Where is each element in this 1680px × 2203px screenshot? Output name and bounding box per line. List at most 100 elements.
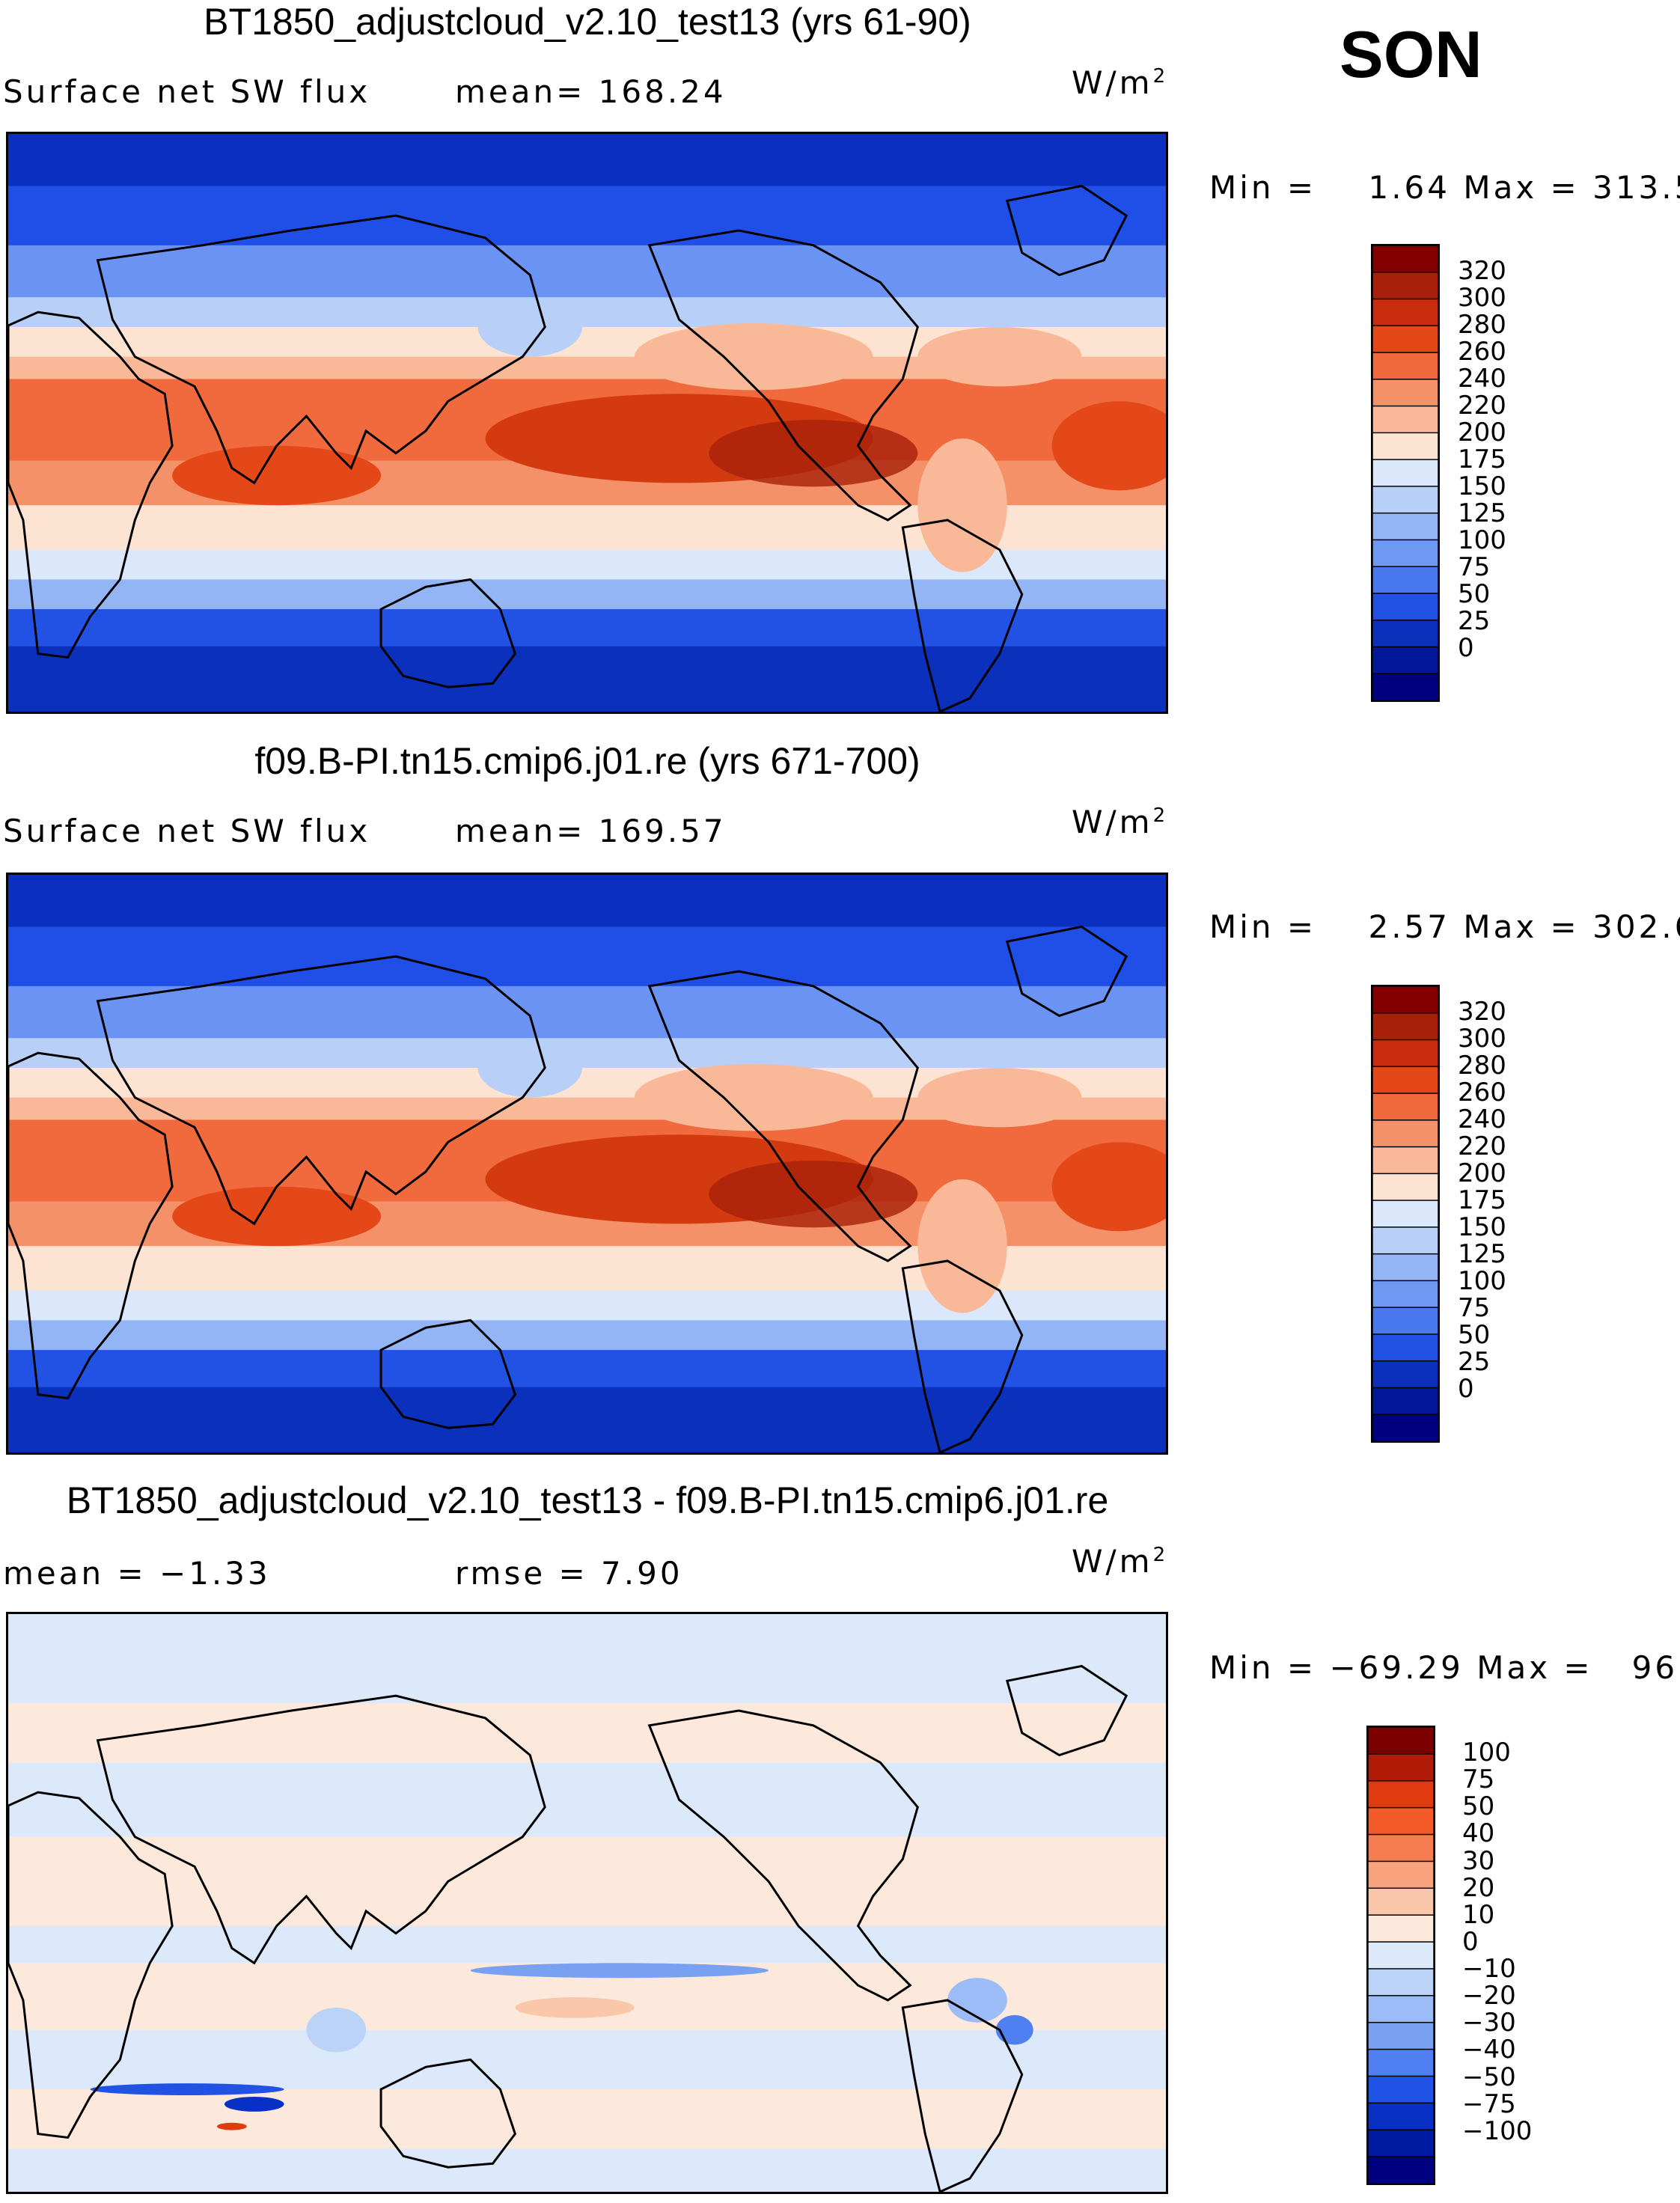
colorbar-3-bin (1368, 1806, 1434, 1836)
colorbar-1-bin (1372, 566, 1438, 595)
coastline (379, 2058, 517, 2169)
colorbar-3-tick-label: 10 (1462, 1899, 1495, 1930)
colorbar-3-bin (1368, 1753, 1434, 1782)
field-anomaly (470, 1963, 769, 1979)
colorbar-1-tick-label: 320 (1458, 256, 1506, 286)
colorbar-1-bin (1372, 379, 1438, 407)
colorbar-3-tick-label: 100 (1462, 1738, 1511, 1768)
colorbar-1-bin (1372, 593, 1438, 621)
panel-2-map (6, 873, 1168, 1455)
field-band (8, 1762, 1166, 1838)
field-band (8, 926, 1166, 987)
coastline (8, 1791, 174, 2139)
panel-1-map (6, 132, 1168, 714)
field-anomaly (306, 2007, 367, 2053)
field-anomaly (224, 2096, 284, 2112)
colorbar-1-tick-label: 240 (1458, 364, 1506, 394)
colorbar-2-tick-label: 260 (1458, 1078, 1506, 1107)
field-anomaly (947, 1978, 1007, 2023)
coastline (96, 214, 546, 485)
colorbar-1-tick-label: 300 (1458, 283, 1506, 313)
field-band (8, 1320, 1166, 1351)
colorbar-3-bin (1368, 2075, 1434, 2104)
colorbar-3-tick-label: 20 (1462, 1872, 1495, 1903)
field-band (8, 1703, 1166, 1764)
coastline (647, 970, 919, 1262)
colorbar-3-bin (1368, 1968, 1434, 1997)
colorbar-2-tick-label: 280 (1458, 1051, 1506, 1081)
field-band (8, 2029, 1166, 2091)
field-band (8, 609, 1166, 647)
coastline (1005, 184, 1128, 277)
colorbar-3-tick-label: −10 (1462, 1954, 1516, 1984)
field-anomaly (1051, 1142, 1166, 1232)
field-anomaly (216, 2122, 247, 2130)
colorbar-3-bin (1368, 1887, 1434, 1916)
colorbar-1-tick-label: 50 (1458, 579, 1491, 609)
colorbar-3-bin (1368, 1941, 1434, 1970)
coastline (901, 1259, 1024, 1452)
coastline (8, 311, 174, 659)
colorbar-2-tick-label: 0 (1458, 1374, 1474, 1404)
colorbar-3-bin (1368, 1727, 1434, 1756)
colorbar-3-tick-label: −40 (1462, 2035, 1516, 2065)
colorbar-3-tick-label: −100 (1462, 2115, 1533, 2146)
field-band (8, 134, 1166, 187)
colorbar-3-bin (1368, 2021, 1434, 2050)
panel-1-variable-label: Surface net SW flux (3, 73, 371, 110)
colorbar-1-bin (1372, 512, 1438, 541)
colorbar-3-tick-label: −75 (1462, 2089, 1516, 2119)
field-band (8, 1387, 1166, 1452)
colorbar-1-bin (1372, 272, 1438, 300)
colorbar-2-bin (1372, 1146, 1438, 1175)
field-band (8, 986, 1166, 1039)
field-anomaly (1051, 401, 1166, 491)
coastline (901, 519, 1024, 712)
panel-3-minmax: Min = −69.29 Max = 96.73 (1209, 1649, 1680, 1686)
colorbar-2-bin (1372, 1173, 1438, 1202)
colorbar-3-tick-label: 40 (1462, 1818, 1495, 1849)
field-band (8, 1836, 1166, 1927)
field-band (8, 1038, 1166, 1069)
colorbar-2-bin (1372, 1226, 1438, 1255)
colorbar-2-bin (1372, 1333, 1438, 1362)
field-anomaly (515, 1997, 635, 2018)
panel-2-title: f09.B-PI.tn15.cmip6.j01.re (yrs 671-700) (254, 740, 920, 782)
field-band (8, 1925, 1166, 1964)
colorbar-1-bin (1372, 673, 1438, 700)
colorbar-3-bin (1368, 2102, 1434, 2131)
coastline (647, 229, 919, 522)
colorbar-1-bin (1372, 405, 1438, 434)
panel-1-minmax: Min = 1.64 Max = 313.57 (1209, 169, 1680, 206)
colorbar-1-tick-label: 0 (1458, 633, 1474, 663)
field-anomaly (90, 2083, 284, 2096)
panel-3-colorbar (1366, 1726, 1435, 2185)
colorbar-1-tick-label: 125 (1458, 498, 1506, 528)
colorbar-1-bin (1372, 298, 1438, 327)
panel-1-units: W/m2 (1072, 64, 1169, 101)
coastline (379, 1319, 517, 1429)
colorbar-1-tick-label: 75 (1458, 552, 1491, 582)
panel-2-variable-label: Surface net SW flux (3, 813, 371, 849)
panel-1-mean-label: mean= 168.24 (455, 73, 727, 110)
colorbar-1-tick-label: 260 (1458, 337, 1506, 367)
coastline (901, 1999, 1024, 2192)
colorbar-2-tick-label: 50 (1458, 1320, 1491, 1350)
field-anomaly (477, 297, 583, 357)
panel-1-field (8, 134, 1166, 712)
colorbar-3-bin (1368, 1914, 1434, 1943)
coastline (1005, 925, 1128, 1018)
panel-2-minmax: Min = 2.57 Max = 302.67 (1209, 908, 1680, 945)
colorbar-1-bin (1372, 352, 1438, 381)
colorbar-2-tick-label: 220 (1458, 1131, 1506, 1161)
colorbar-1-tick-label: 175 (1458, 444, 1506, 474)
panel-2-units: W/m2 (1072, 804, 1169, 840)
colorbar-3-bin (1368, 2156, 1434, 2184)
colorbar-3-tick-label: −50 (1462, 2062, 1516, 2092)
colorbar-2-bin (1372, 1066, 1438, 1095)
colorbar-2-tick-label: 75 (1458, 1293, 1491, 1323)
field-anomaly (917, 1179, 1007, 1313)
coastline (96, 955, 546, 1226)
colorbar-2-bin (1372, 1200, 1438, 1229)
colorbar-3-bin (1368, 1833, 1434, 1863)
